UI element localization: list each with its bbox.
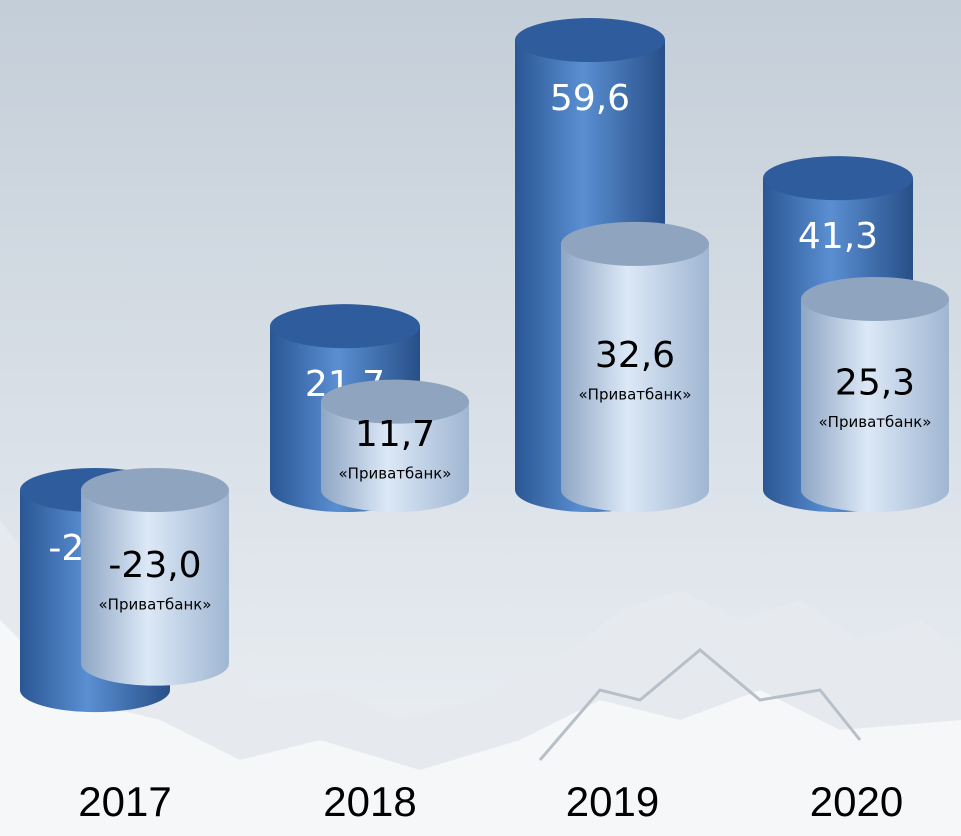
bar (81, 490, 229, 664)
snow (0, 620, 961, 836)
series-label: «Приватбанк» (339, 464, 452, 482)
cylinder-top (270, 304, 420, 349)
x-tick-label: 2018 (323, 778, 416, 825)
value-label: 25,3 (835, 362, 915, 403)
x-tick-label: 2017 (78, 778, 171, 825)
bar (561, 243, 709, 490)
x-tick-label: 2020 (810, 778, 903, 825)
x-tick-label: 2019 (566, 778, 659, 825)
cylinder-top (561, 221, 709, 266)
cylinder-top (763, 156, 913, 201)
value-label: 11,7 (355, 414, 435, 455)
cylinder-top (801, 276, 949, 321)
value-label: 32,6 (595, 335, 675, 376)
value-label: 41,3 (798, 216, 878, 257)
series-label: «Приватбанк» (819, 413, 932, 431)
ridge (538, 648, 862, 761)
cylinder-top (321, 379, 469, 424)
value-label: -23,0 (108, 545, 201, 586)
cylinder-top (515, 18, 665, 63)
cylinder-top (81, 468, 229, 512)
series-label: «Приватбанк» (99, 595, 212, 613)
bar (801, 298, 949, 490)
series-label: «Приватбанк» (579, 385, 692, 403)
value-label: 59,6 (550, 78, 630, 119)
